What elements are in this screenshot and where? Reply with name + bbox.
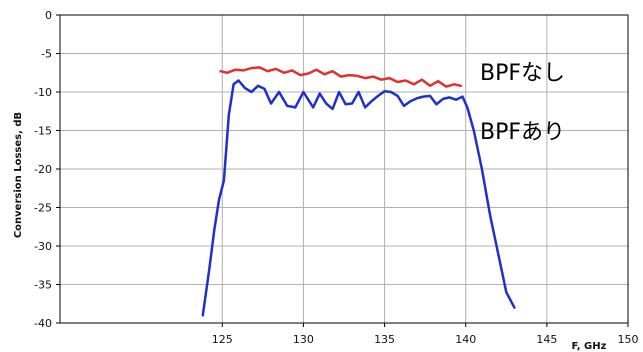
y-axis-ticks: 0 -5 -10 -15 -20 -25 -30 -35 -40 — [34, 9, 60, 330]
y-tick-label: 0 — [45, 9, 52, 22]
y-tick-label: -10 — [34, 86, 52, 99]
y-tick-label: -40 — [34, 317, 52, 330]
x-tick-label: 140 — [455, 333, 476, 346]
x-tick-label: 150 — [618, 333, 639, 346]
series-line-1 — [219, 66, 463, 88]
series-lines — [201, 66, 516, 317]
y-tick-label: -30 — [34, 240, 52, 253]
x-axis-ticks: 125 130 135 140 145 150 — [212, 323, 639, 346]
x-tick-label: 130 — [293, 333, 314, 346]
series-line-2 — [201, 79, 516, 317]
x-tick-label: 145 — [536, 333, 557, 346]
grid — [60, 14, 629, 324]
y-tick-label: -5 — [41, 48, 52, 61]
x-axis-title: F, GHz — [572, 341, 607, 352]
x-tick-label: 135 — [374, 333, 395, 346]
y-tick-label: -25 — [34, 202, 52, 215]
y-tick-label: -35 — [34, 279, 52, 292]
x-tick-label: 125 — [212, 333, 233, 346]
y-axis-title: Conversion Losses, dB — [13, 112, 24, 238]
annotation-bpf-ari: BPFあり — [480, 120, 565, 145]
annotation-bpf-nashi: BPFなし — [480, 61, 565, 86]
y-tick-label: -15 — [34, 125, 52, 138]
y-tick-label: -20 — [34, 163, 52, 176]
